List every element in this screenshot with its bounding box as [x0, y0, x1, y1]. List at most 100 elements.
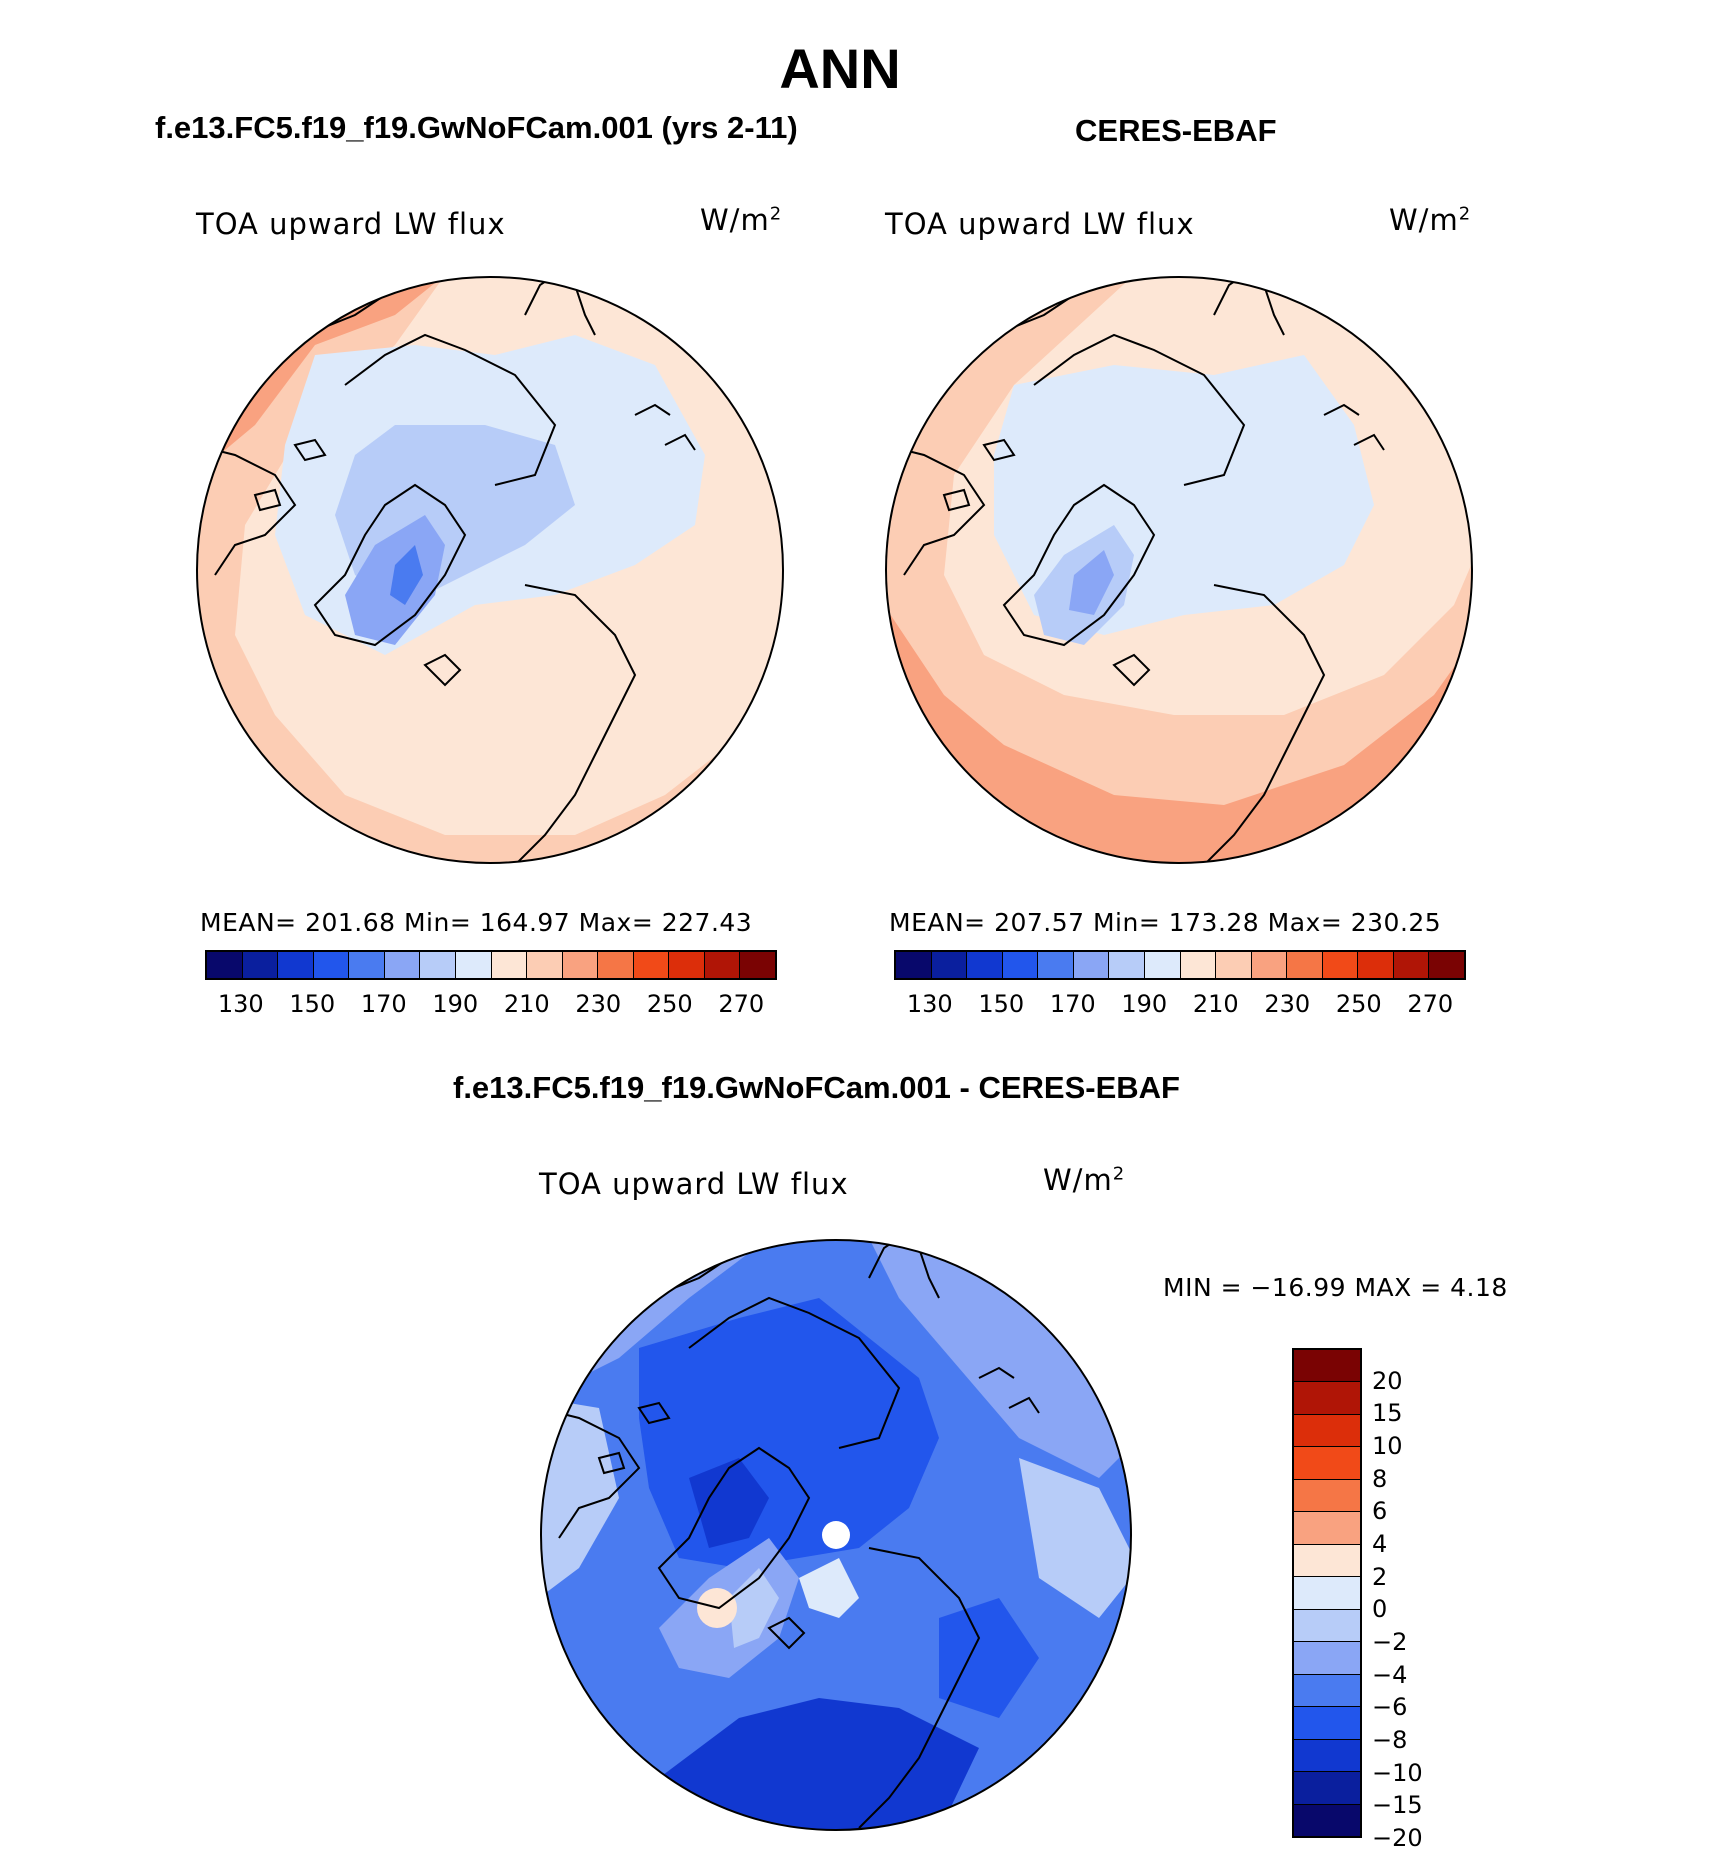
- colorbar-swatch: [420, 952, 456, 978]
- colorbar-swatch: [278, 952, 314, 978]
- colorbar-tick-label: 190: [1121, 990, 1168, 1018]
- colorbar-swatch: [1294, 1739, 1360, 1773]
- colorbar-swatch: [1294, 1544, 1360, 1578]
- obs-header: CERES-EBAF: [1075, 113, 1277, 148]
- obs-colorbar: 130 150 170 190 210 230 250 270: [894, 950, 1466, 1018]
- colorbar-swatch: [1144, 952, 1181, 978]
- colorbar-tick-label: 0: [1372, 1595, 1388, 1624]
- colorbar-tick-label: −4: [1372, 1660, 1408, 1689]
- colorbar-tick-label: 150: [978, 990, 1025, 1018]
- test-colorbar: 130 150 170 190 210 230 250 270: [205, 950, 777, 1018]
- colorbar-swatch: [1294, 1447, 1360, 1480]
- colorbar-swatch: [1429, 952, 1464, 978]
- colorbar-swatch: [1294, 1609, 1360, 1643]
- colorbar-tick-label: −15: [1372, 1791, 1423, 1820]
- colorbar-swatch: [349, 952, 385, 978]
- colorbar-tick-label: 190: [432, 990, 479, 1018]
- diff-header: f.e13.FC5.f19_f19.GwNoFCam.001 - CERES-E…: [453, 1070, 1180, 1105]
- diff-polar-map: [540, 1239, 1132, 1831]
- colorbar-tick-label: 15: [1372, 1399, 1403, 1428]
- colorbar-swatch: [1216, 952, 1252, 978]
- colorbar-tick-label: 210: [1192, 990, 1239, 1018]
- colorbar-tick-label: 210: [503, 990, 550, 1018]
- colorbar-tick-label: −2: [1372, 1628, 1408, 1656]
- colorbar-tick-label: 8: [1372, 1464, 1388, 1493]
- colorbar-swatch: [1251, 952, 1288, 978]
- colorbar-tick-label: 250: [646, 990, 693, 1018]
- diff-stats: MIN = −16.99 MAX = 4.18: [1163, 1273, 1508, 1302]
- colorbar-swatch: [1109, 952, 1145, 978]
- diff-colorbar: [1292, 1348, 1362, 1838]
- colorbar-tick-label: 230: [1264, 990, 1311, 1018]
- colorbar-tick-label: −6: [1372, 1693, 1408, 1722]
- colorbar-swatch: [1294, 1674, 1360, 1708]
- colorbar-swatch: [740, 952, 775, 978]
- test-polar-map: [196, 276, 784, 864]
- colorbar-tick-label: 4: [1372, 1530, 1388, 1558]
- colorbar-swatch: [1294, 1642, 1360, 1675]
- colorbar-tick-label: 10: [1372, 1432, 1403, 1460]
- colorbar-tick-label: 170: [360, 990, 407, 1018]
- colorbar-tick-label: 2: [1372, 1562, 1388, 1591]
- colorbar-tick-label: 20: [1372, 1366, 1403, 1395]
- colorbar-swatch: [455, 952, 492, 978]
- colorbar-tick-label: −8: [1372, 1726, 1408, 1754]
- colorbar-swatch: [1294, 1350, 1360, 1383]
- colorbar-swatch: [1038, 952, 1074, 978]
- obs-colorbar-swatches: [894, 950, 1466, 980]
- colorbar-swatch: [1294, 1479, 1360, 1513]
- colorbar-swatch: [313, 952, 350, 978]
- colorbar-swatch: [669, 952, 705, 978]
- colorbar-tick-label: −10: [1372, 1758, 1423, 1787]
- test-colorbar-swatches: [205, 950, 777, 980]
- colorbar-tick-label: 170: [1049, 990, 1096, 1018]
- obs-polar-map: [885, 276, 1473, 864]
- colorbar-swatch: [207, 952, 243, 978]
- colorbar-swatch: [704, 952, 741, 978]
- colorbar-tick-label: 150: [289, 990, 336, 1018]
- colorbar-swatch: [1358, 952, 1394, 978]
- diff-variable-label: TOA upward LW flux: [539, 1167, 849, 1201]
- test-stats: MEAN= 201.68 Min= 164.97 Max= 227.43: [200, 908, 753, 937]
- colorbar-swatch: [1294, 1772, 1360, 1805]
- colorbar-tick-label: 270: [718, 990, 765, 1018]
- colorbar-swatch: [633, 952, 670, 978]
- colorbar-swatch: [1294, 1577, 1360, 1610]
- colorbar-swatch: [562, 952, 599, 978]
- colorbar-swatch: [1294, 1414, 1360, 1448]
- colorbar-swatch: [527, 952, 563, 978]
- colorbar-swatch: [1073, 952, 1110, 978]
- colorbar-swatch: [1180, 952, 1217, 978]
- test-unit-label: W/m2: [700, 203, 783, 237]
- colorbar-swatch: [931, 952, 968, 978]
- colorbar-swatch: [1294, 1804, 1360, 1837]
- diff-unit-label: W/m2: [1043, 1163, 1126, 1197]
- colorbar-tick-label: −20: [1372, 1824, 1423, 1852]
- colorbar-tick-label: 250: [1335, 990, 1382, 1018]
- colorbar-swatch: [1294, 1512, 1360, 1545]
- test-case-header: f.e13.FC5.f19_f19.GwNoFCam.001 (yrs 2-11…: [155, 110, 798, 145]
- colorbar-tick-label: 230: [575, 990, 622, 1018]
- colorbar-swatch: [896, 952, 932, 978]
- obs-stats: MEAN= 207.57 Min= 173.28 Max= 230.25: [889, 908, 1442, 937]
- colorbar-tick-label: 130: [906, 990, 953, 1018]
- colorbar-swatch: [1322, 952, 1359, 978]
- colorbar-tick-label: 270: [1407, 990, 1454, 1018]
- colorbar-swatch: [1294, 1707, 1360, 1740]
- test-variable-label: TOA upward LW flux: [196, 207, 506, 241]
- season-title: ANN: [779, 37, 901, 100]
- colorbar-swatch: [242, 952, 279, 978]
- colorbar-swatch: [1294, 1382, 1360, 1415]
- colorbar-swatch: [1393, 952, 1430, 978]
- colorbar-swatch: [967, 952, 1003, 978]
- colorbar-swatch: [384, 952, 421, 978]
- colorbar-tick-label: 6: [1372, 1497, 1388, 1526]
- colorbar-swatch: [598, 952, 634, 978]
- colorbar-swatch: [1002, 952, 1039, 978]
- colorbar-swatch: [491, 952, 528, 978]
- diff-colorbar-swatches: [1292, 1348, 1362, 1838]
- colorbar-swatch: [1287, 952, 1323, 978]
- diff-colorbar-ticks: 20 15 10 8 6 4 2 0 −2 −4 −6 −8 −10 −15 −20: [1372, 1348, 1492, 1852]
- colorbar-tick-label: 130: [217, 990, 264, 1018]
- obs-variable-label: TOA upward LW flux: [885, 207, 1195, 241]
